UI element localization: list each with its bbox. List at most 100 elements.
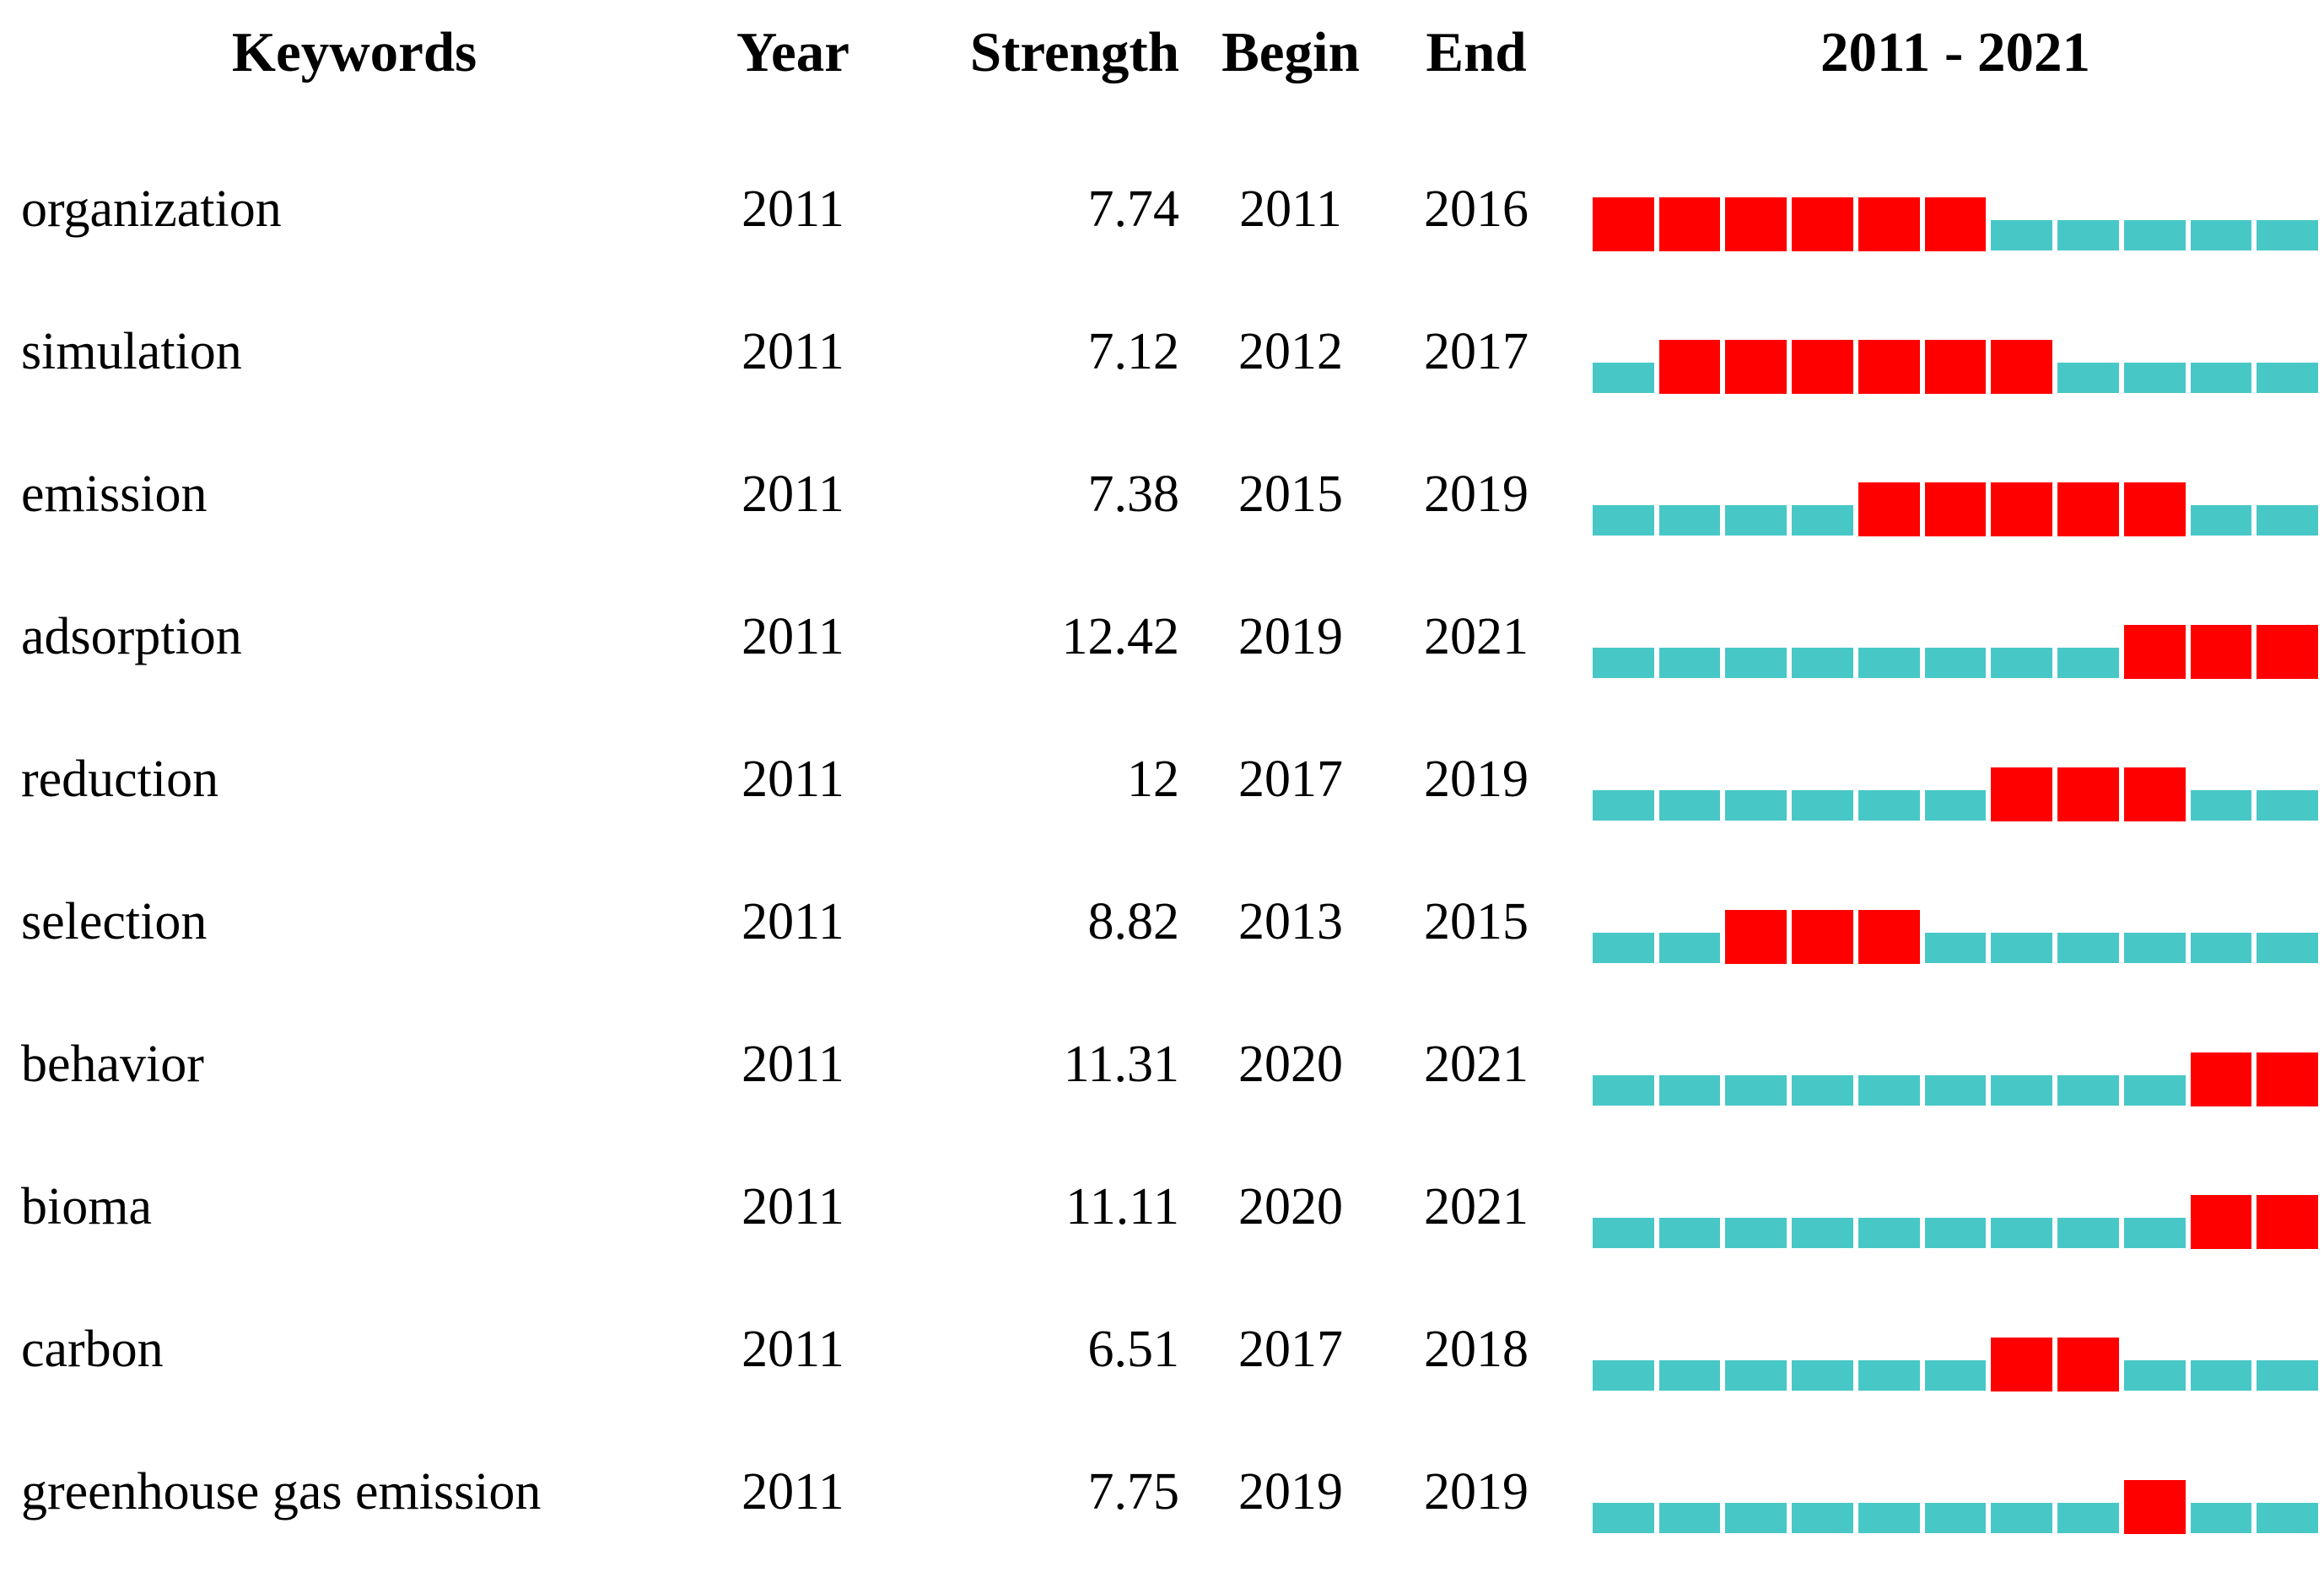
end-cell: 2016 <box>1424 180 1529 238</box>
end-cell: 2021 <box>1424 608 1529 665</box>
base-year-segment <box>1725 1074 1787 1106</box>
burst-year-segment <box>2123 1479 2186 1534</box>
base-year-segment <box>2257 219 2319 250</box>
keyword-cell: behavior <box>21 1036 204 1093</box>
burst-year-segment <box>2190 1052 2252 1106</box>
strength-cell: 12.42 <box>1061 608 1180 665</box>
base-year-segment <box>2123 219 2186 250</box>
base-year-segment <box>1991 1217 2053 1248</box>
base-year-segment <box>2123 1074 2186 1106</box>
base-year-segment <box>1658 1217 1721 1248</box>
burst-timeline-bar <box>1593 1336 2319 1392</box>
base-year-segment <box>1593 789 1654 821</box>
base-year-segment <box>2123 1217 2186 1248</box>
base-year-segment <box>2057 1217 2119 1248</box>
strength-cell: 6.51 <box>1087 1321 1180 1378</box>
begin-cell: 2013 <box>1238 893 1343 950</box>
burst-year-segment <box>1991 482 2053 536</box>
base-year-segment <box>2057 932 2119 963</box>
burst-timeline-bar <box>1593 1193 2319 1249</box>
base-year-segment <box>2123 362 2186 393</box>
base-year-segment <box>1924 1502 1987 1533</box>
burst-timeline-bar <box>1593 623 2319 679</box>
begin-cell: 2019 <box>1238 608 1343 665</box>
burst-year-segment <box>2123 482 2186 536</box>
keyword-cell: adsorption <box>21 608 242 665</box>
end-cell: 2021 <box>1424 1178 1529 1235</box>
burst-year-segment <box>1991 339 2053 394</box>
year-cell: 2011 <box>741 180 844 238</box>
burst-year-segment <box>1858 339 1920 394</box>
base-year-segment <box>1658 647 1721 678</box>
base-year-segment <box>1725 1217 1787 1248</box>
burst-year-segment <box>2123 767 2186 821</box>
table-row: bioma 2011 11.11 2020 2021 <box>0 1136 2324 1278</box>
year-cell: 2011 <box>741 751 844 808</box>
table-row: emission 2011 7.38 2015 2019 <box>0 423 2324 566</box>
base-year-segment <box>2057 219 2119 250</box>
keyword-cell: bioma <box>21 1178 152 1235</box>
begin-cell: 2017 <box>1238 751 1343 808</box>
burst-year-segment <box>2257 624 2319 679</box>
keyword-cell: emission <box>21 466 208 523</box>
base-year-segment <box>2257 1359 2319 1391</box>
base-year-segment <box>1658 932 1721 963</box>
base-year-segment <box>1792 647 1853 678</box>
table-row: carbon 2011 6.51 2017 2018 <box>0 1278 2324 1421</box>
keyword-cell: organization <box>21 180 282 238</box>
base-year-segment <box>2190 362 2252 393</box>
header-begin: Begin <box>1221 21 1360 83</box>
base-year-segment <box>1593 1217 1654 1248</box>
strength-cell: 7.38 <box>1087 466 1180 523</box>
end-cell: 2015 <box>1424 893 1529 950</box>
burst-year-segment <box>1858 196 1920 251</box>
base-year-segment <box>1858 1217 1920 1248</box>
base-year-segment <box>1792 504 1853 536</box>
base-year-segment <box>2257 362 2319 393</box>
base-year-segment <box>1858 1502 1920 1533</box>
burst-timeline-bar <box>1593 766 2319 821</box>
table-row: greenhouse gas emission 2011 7.75 2019 2… <box>0 1421 2324 1564</box>
base-year-segment <box>1924 1359 1987 1391</box>
burst-timeline-bar <box>1593 196 2319 251</box>
burst-year-segment <box>1725 196 1787 251</box>
base-year-segment <box>1924 789 1987 821</box>
year-cell: 2011 <box>741 1321 844 1378</box>
burst-year-segment <box>1991 767 2053 821</box>
base-year-segment <box>2190 504 2252 536</box>
header-strength: Strength <box>969 21 1179 83</box>
strength-cell: 12 <box>1127 751 1179 808</box>
table-body: organization 2011 7.74 2011 2016 simulat… <box>0 138 2324 1564</box>
burst-year-segment <box>2057 767 2119 821</box>
burst-year-segment <box>1924 196 1987 251</box>
burst-timeline-bar <box>1593 908 2319 964</box>
burst-year-segment <box>1725 339 1787 394</box>
base-year-segment <box>1858 789 1920 821</box>
burst-year-segment <box>1924 339 1987 394</box>
header-end: End <box>1426 21 1527 83</box>
table-row: adsorption 2011 12.42 2019 2021 <box>0 566 2324 708</box>
burst-year-segment <box>1858 482 1920 536</box>
base-year-segment <box>1593 504 1654 536</box>
begin-cell: 2011 <box>1239 180 1342 238</box>
burst-year-segment <box>2257 1052 2319 1106</box>
keyword-cell: carbon <box>21 1321 164 1378</box>
end-cell: 2021 <box>1424 1036 1529 1093</box>
base-year-segment <box>1924 1074 1987 1106</box>
table-row: organization 2011 7.74 2011 2016 <box>0 138 2324 281</box>
base-year-segment <box>1658 1502 1721 1533</box>
base-year-segment <box>2123 932 2186 963</box>
burst-year-segment <box>1858 909 1920 964</box>
end-cell: 2019 <box>1424 1463 1529 1521</box>
strength-cell: 11.11 <box>1065 1178 1179 1235</box>
end-cell: 2019 <box>1424 466 1529 523</box>
base-year-segment <box>1858 1074 1920 1106</box>
table-header-row: Keywords Year Strength Begin End 2011 - … <box>0 8 2324 138</box>
base-year-segment <box>1658 504 1721 536</box>
base-year-segment <box>1593 647 1654 678</box>
burst-timeline-bar <box>1593 1051 2319 1106</box>
base-year-segment <box>2190 932 2252 963</box>
burst-timeline-bar <box>1593 1478 2319 1534</box>
base-year-segment <box>1593 1074 1654 1106</box>
